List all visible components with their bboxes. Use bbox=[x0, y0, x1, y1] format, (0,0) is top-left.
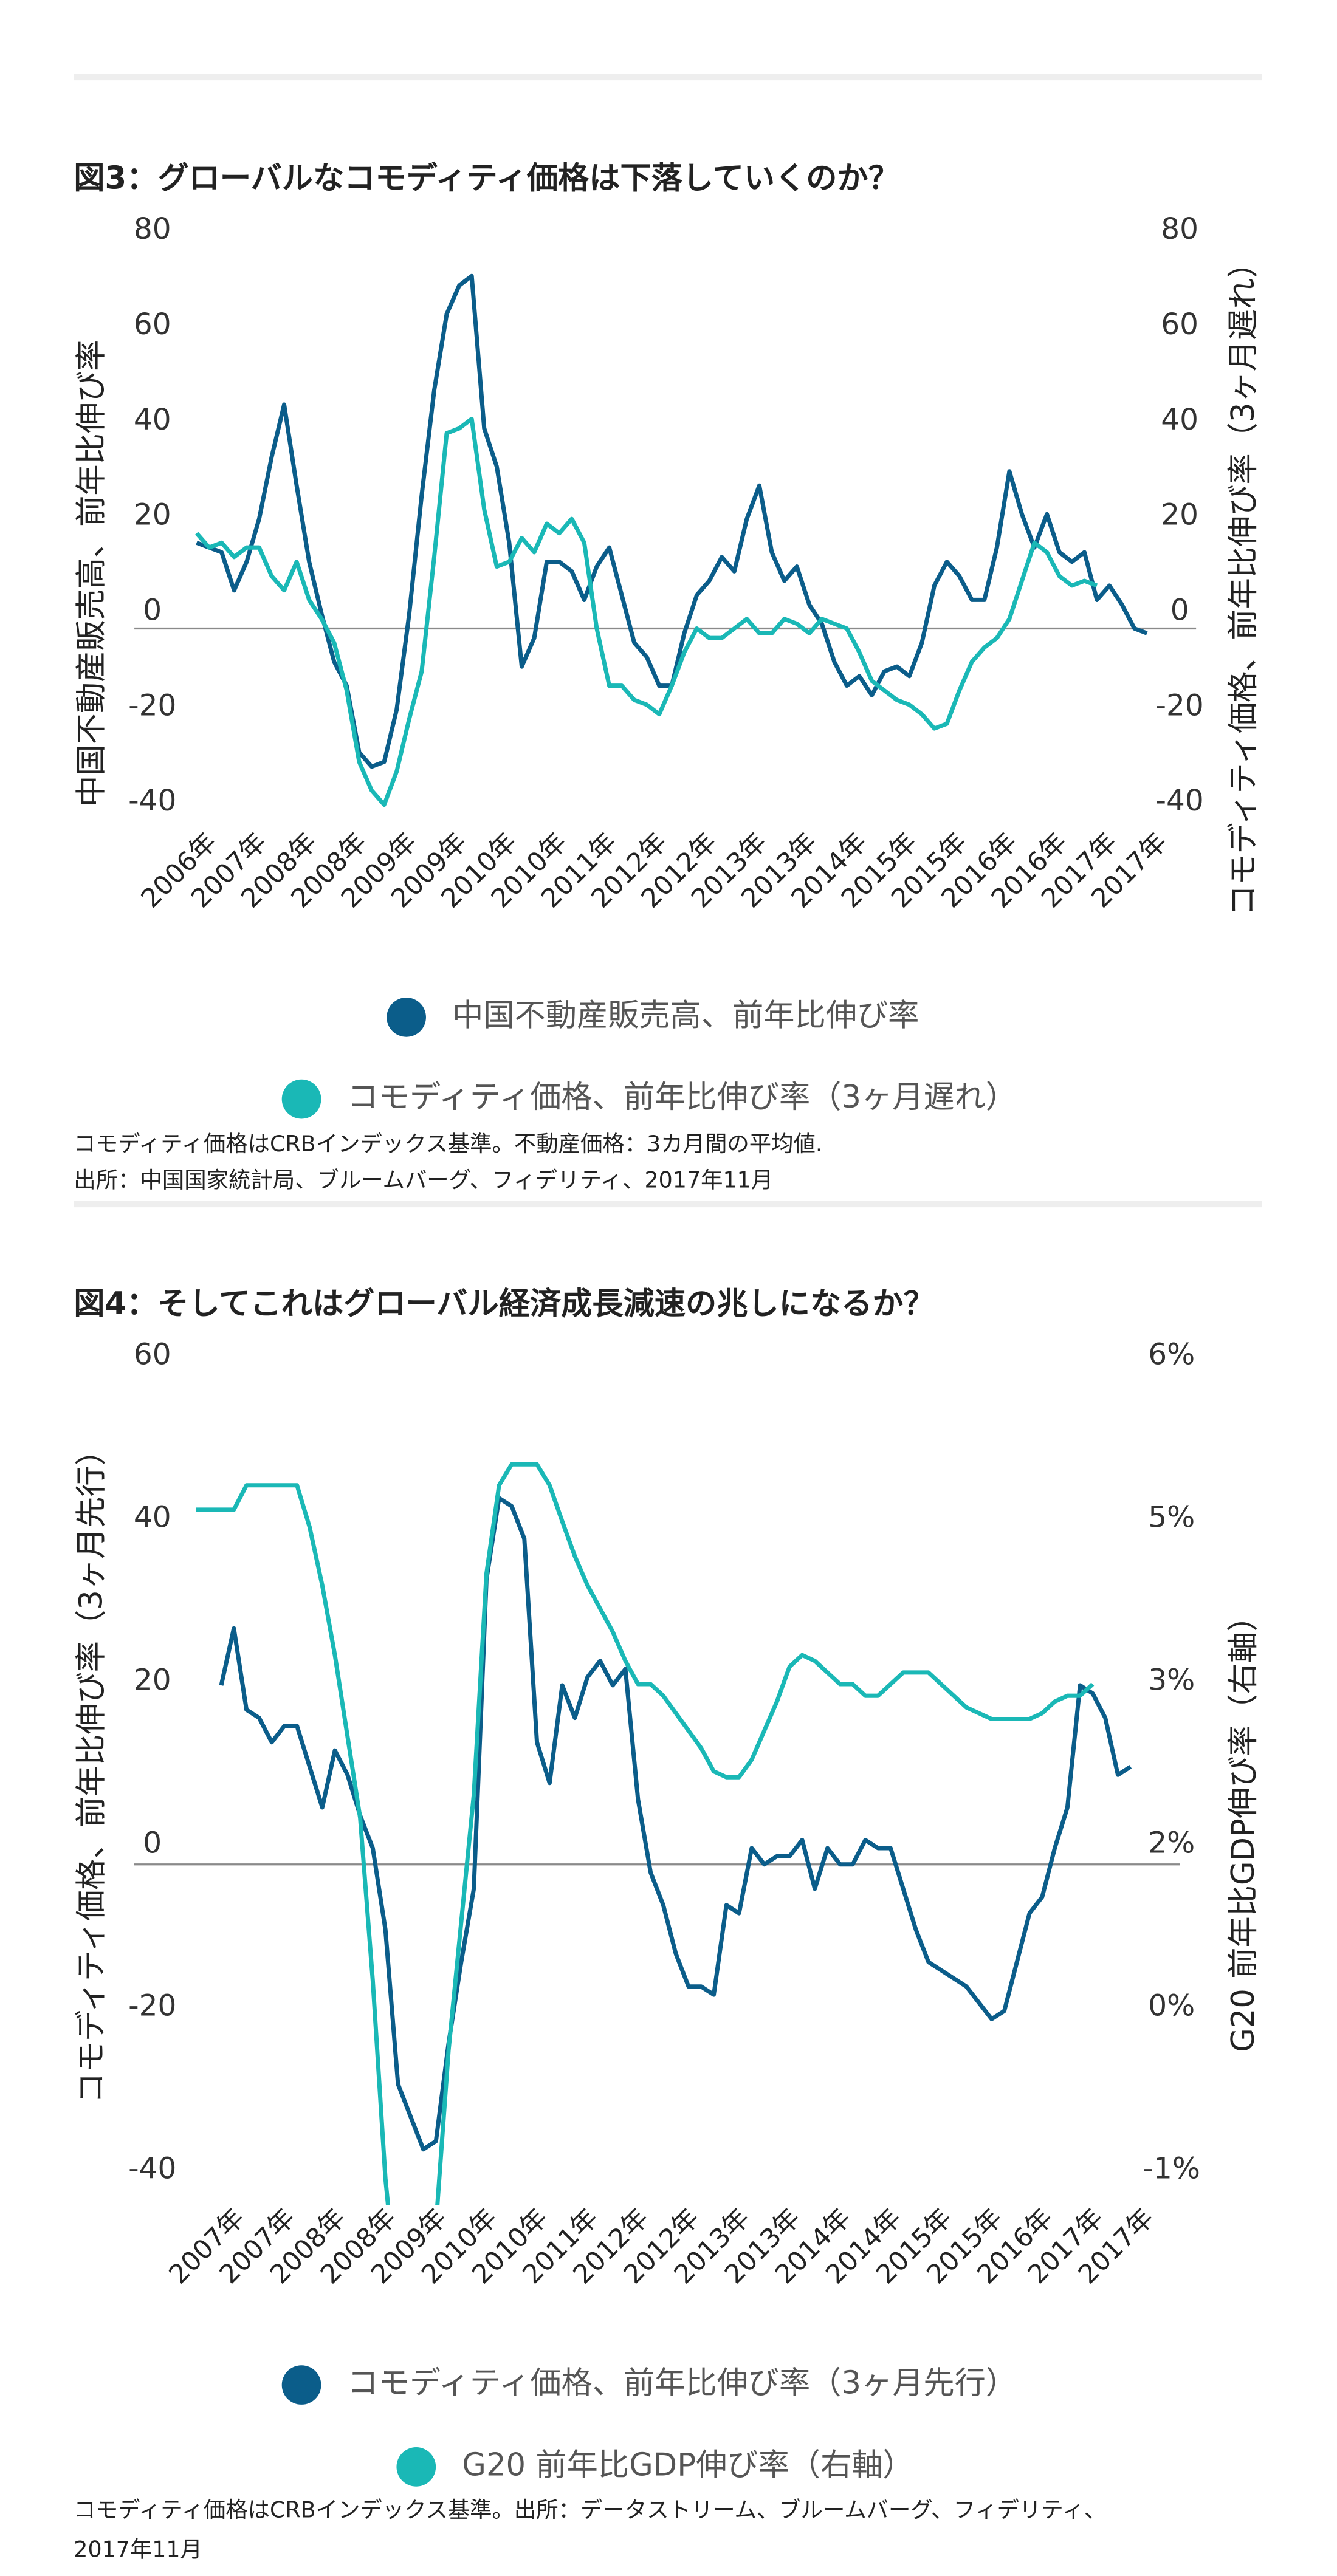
footnote: 2017年11月 bbox=[74, 2536, 202, 2562]
y2-tick-label: 20 bbox=[1161, 498, 1198, 532]
y2-tick-label: 60 bbox=[1161, 307, 1198, 341]
chart-title: 図4：そしてこれはグローバル経済成長減速の兆しになるか？ bbox=[74, 1286, 935, 1322]
y-tick-label: 20 bbox=[134, 1663, 171, 1697]
series-line bbox=[194, 416, 1098, 807]
legend-label: コモディティ価格、前年比伸び率（3ヶ月先行） bbox=[348, 2365, 1017, 2402]
y2-tick-label: 3% bbox=[1148, 1663, 1195, 1697]
legend-swatch bbox=[396, 2447, 436, 2487]
legend-label: 中国不動産販売高、前年比伸び率 bbox=[452, 997, 919, 1033]
series-line bbox=[219, 1496, 1132, 2152]
y-tick-label: -40 bbox=[128, 2151, 176, 2185]
y-tick-label: 0 bbox=[143, 594, 162, 628]
y-tick-label: -20 bbox=[128, 688, 176, 722]
y-axis-title: 中国不動産販売高、前年比伸び率 bbox=[74, 340, 110, 807]
footnote: 出所：中国国家統計局、ブルームバーグ、フィデリティ、2017年11月 bbox=[74, 1166, 773, 1193]
y-axis-title: コモディティ価格、前年比伸び率（3ヶ月先行） bbox=[74, 1434, 110, 2104]
legend-swatch bbox=[387, 997, 426, 1037]
series-line bbox=[196, 1462, 1095, 2205]
y-tick-label: 0 bbox=[143, 1826, 162, 1860]
y2-axis-title: コモディティ価格、前年比伸び率（3ヶ月遅れ） bbox=[1225, 247, 1262, 916]
y2-tick-label: -20 bbox=[1156, 688, 1204, 722]
chart-title: 図3：グローバルなコモディティ価格は下落していくのか？ bbox=[74, 160, 899, 197]
footnote: コモディティ価格はCRBインデックス基準。不動産価格：3カ月間の平均値. bbox=[74, 1131, 822, 1157]
plot bbox=[196, 1462, 1132, 2205]
series-line bbox=[196, 273, 1148, 769]
y2-tick-label: 5% bbox=[1148, 1500, 1195, 1534]
legend-swatch bbox=[281, 1079, 321, 1119]
y2-tick-label: 40 bbox=[1161, 403, 1198, 437]
y2-tick-label: -1% bbox=[1143, 2151, 1200, 2185]
y-tick-label: -20 bbox=[128, 1989, 176, 2023]
legend-label: G20 前年比GDP伸び率（右軸） bbox=[462, 2447, 913, 2483]
y-tick-label: 80 bbox=[134, 212, 171, 246]
y-tick-label: 60 bbox=[134, 307, 171, 341]
y2-tick-label: 80 bbox=[1161, 212, 1198, 246]
y2-tick-label: 2% bbox=[1148, 1826, 1195, 1860]
y-tick-label: 60 bbox=[134, 1337, 171, 1371]
plot bbox=[194, 273, 1148, 807]
y2-tick-label: 6% bbox=[1148, 1337, 1195, 1371]
y-tick-label: 40 bbox=[134, 403, 171, 437]
legend-label: コモディティ価格、前年比伸び率（3ヶ月遅れ） bbox=[348, 1079, 1017, 1115]
y2-tick-label: 0 bbox=[1170, 594, 1189, 628]
y2-axis-title: G20 前年比GDP伸び率（右軸） bbox=[1225, 1601, 1262, 2052]
y-tick-label: 20 bbox=[134, 498, 171, 532]
y-tick-label: -40 bbox=[128, 784, 176, 818]
legend-swatch bbox=[281, 2365, 321, 2405]
y2-tick-label: 0% bbox=[1148, 1989, 1195, 2023]
y2-tick-label: -40 bbox=[1156, 784, 1204, 818]
y-tick-label: 40 bbox=[134, 1500, 171, 1534]
footnote: コモディティ価格はCRBインデックス基準。出所：データストリーム、ブルームバーグ… bbox=[74, 2497, 1106, 2523]
